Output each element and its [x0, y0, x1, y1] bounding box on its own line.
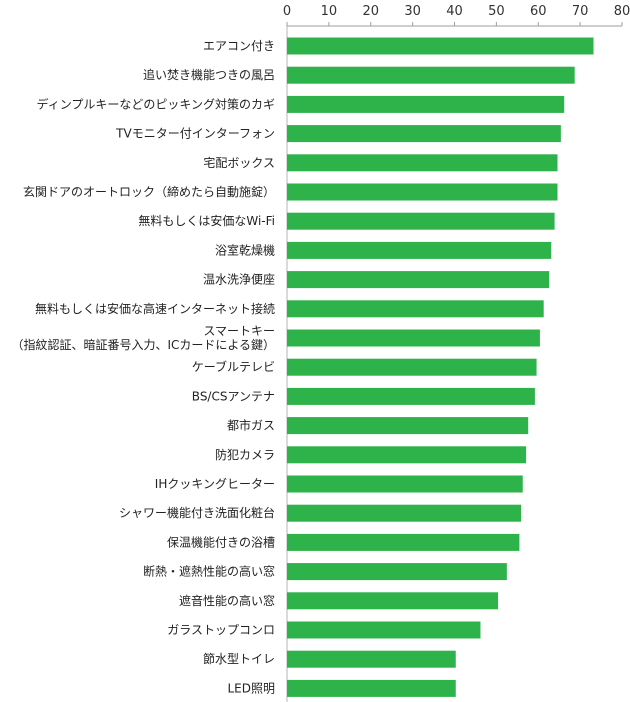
- category-label: 玄関ドアのオートロック（締めたら自動施錠）: [23, 184, 275, 199]
- bars: [287, 37, 594, 697]
- category-label: TVモニター付インターフォン: [115, 127, 275, 141]
- x-tick-label: 20: [362, 4, 379, 19]
- bar: [287, 212, 555, 230]
- category-label: スマートキー: [203, 324, 275, 338]
- x-tick-label: 0: [283, 4, 291, 19]
- bar: [287, 183, 558, 201]
- category-label: エアコン付き: [203, 39, 275, 53]
- x-tick-label: 30: [404, 4, 421, 19]
- bar: [287, 417, 529, 435]
- category-label: 都市ガス: [227, 418, 275, 433]
- x-axis: 0 10 20 30 40 50 60 70 80: [283, 4, 630, 27]
- bar: [287, 475, 523, 493]
- category-label: BS/CSアンテナ: [192, 389, 275, 403]
- bar: [287, 300, 544, 318]
- category-label: 宅配ボックス: [203, 155, 275, 170]
- category-label: 温水洗浄便座: [203, 272, 275, 287]
- x-tick-label: 70: [572, 4, 589, 19]
- category-label: 遮音性能の高い窓: [179, 593, 275, 608]
- category-label: ケーブルテレビ: [192, 359, 275, 374]
- category-label: 節水型トイレ: [203, 651, 275, 666]
- bar: [287, 241, 552, 259]
- category-label: ガラストップコンロ: [167, 623, 275, 637]
- x-tick-label: 50: [488, 4, 505, 19]
- category-label: 浴室乾燥機: [215, 242, 275, 257]
- x-tick-label: 40: [446, 4, 463, 19]
- bar: [287, 504, 522, 522]
- bar: [287, 329, 540, 347]
- category-label: 無料もしくは安価なWi-Fi: [138, 213, 275, 228]
- category-label: ディンプルキーなどのピッキング対策のカギ: [37, 96, 275, 111]
- x-tick-label: 10: [321, 4, 338, 19]
- bar: [287, 679, 456, 697]
- bar: [287, 95, 565, 113]
- bar: [287, 66, 575, 84]
- category-label: 断熱・遮熱性能の高い窓: [143, 564, 275, 579]
- x-tick-label: 80: [614, 4, 630, 19]
- bar: [287, 387, 535, 405]
- bar: [287, 446, 527, 464]
- bar: [287, 125, 561, 143]
- category-label: 防犯カメラ: [215, 447, 275, 462]
- bar: [287, 650, 456, 668]
- bar: [287, 358, 537, 376]
- x-tick-label: 60: [530, 4, 547, 19]
- category-label: 保温機能付きの浴槽: [167, 534, 275, 549]
- bar: [287, 271, 550, 289]
- bar: [287, 37, 594, 55]
- category-label: LED照明: [227, 681, 275, 695]
- category-label: 追い焚き機能つきの風呂: [143, 67, 275, 82]
- bar: [287, 533, 520, 551]
- category-label: シャワー機能付き洗面化粧台: [119, 505, 275, 520]
- bar: [287, 621, 481, 639]
- category-label: （指紋認証、暗証番号入力、ICカードによる鍵）: [11, 337, 275, 352]
- bar: [287, 592, 499, 610]
- category-label: IHクッキングヒーター: [155, 477, 275, 491]
- bar: [287, 154, 558, 172]
- category-label: 無料もしくは安価な高速インターネット接続: [35, 301, 275, 316]
- bar: [287, 563, 507, 581]
